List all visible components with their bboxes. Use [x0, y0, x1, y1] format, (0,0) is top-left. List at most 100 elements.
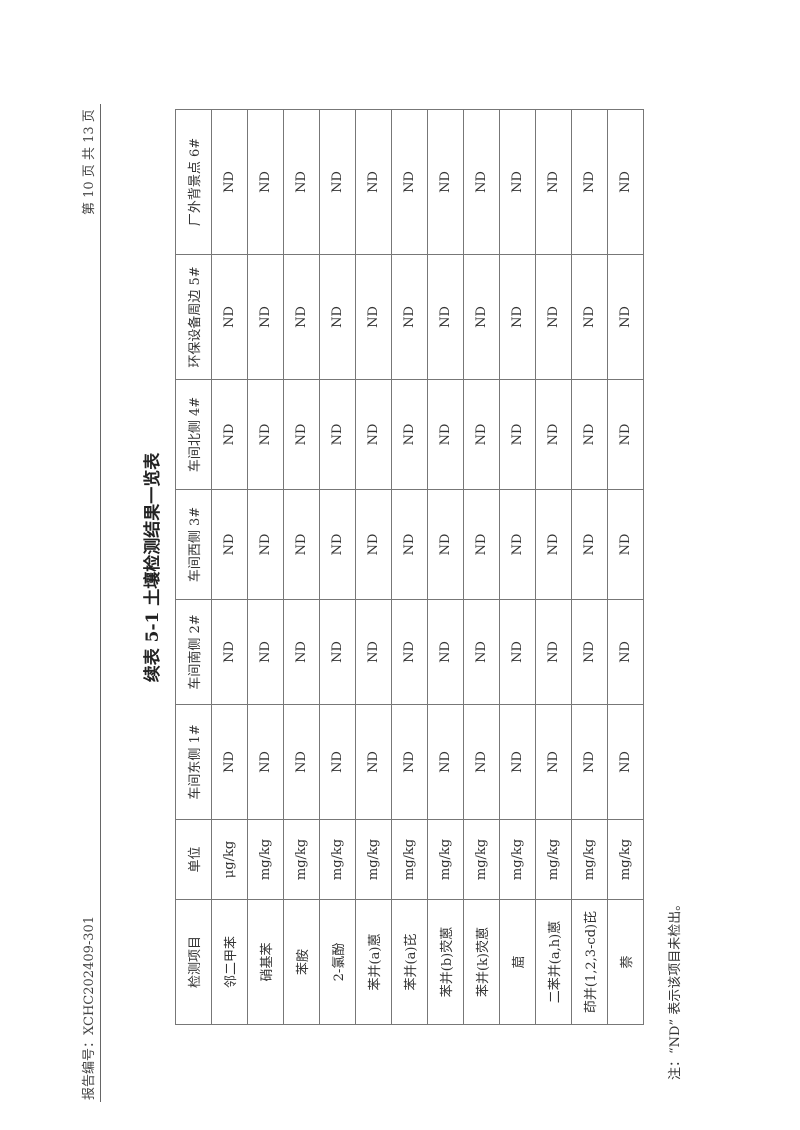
value-cell: ND [607, 109, 644, 255]
value-cell: ND [571, 489, 608, 600]
table-header-row: 检测项目 单位 车间东侧 1# 车间南侧 2# 车间西侧 3# 车间北侧 4# 环保设备周边… [175, 109, 212, 1025]
value-cell: ND [463, 109, 500, 255]
value-cell: ND [283, 599, 320, 705]
value-cell: ND [247, 379, 284, 490]
value-cell: ND [463, 379, 500, 490]
table-row: 䓛 mg/kg ND ND ND ND ND ND [499, 109, 536, 1025]
value-cell: ND [247, 254, 284, 380]
table-row: 苯并(a)蒽 mg/kg ND ND ND ND ND ND [355, 109, 392, 1025]
unit-cell: mg/kg [319, 819, 356, 900]
report-number: 报告编号：XCHC202409-301 [82, 915, 97, 1100]
value-cell: ND [427, 254, 464, 380]
unit-cell: mg/kg [499, 819, 536, 900]
value-cell: ND [391, 254, 428, 380]
unit-cell: mg/kg [571, 819, 608, 900]
value-cell: ND [391, 704, 428, 820]
value-cell: ND [247, 489, 284, 600]
value-cell: ND [427, 109, 464, 255]
value-cell: ND [355, 379, 392, 490]
value-cell: ND [571, 599, 608, 705]
value-cell: ND [247, 704, 284, 820]
unit-cell: μg/kg [211, 819, 248, 900]
value-cell: ND [499, 704, 536, 820]
value-cell: ND [499, 109, 536, 255]
value-cell: ND [211, 599, 248, 705]
value-cell: ND [463, 599, 500, 705]
results-table: 检测项目 单位 车间东侧 1# 车间南侧 2# 车间西侧 3# 车间北侧 4# 环保设备周边… [175, 109, 644, 1025]
column-header: 车间东侧 1# [175, 704, 212, 820]
value-cell: ND [535, 109, 572, 255]
value-cell: ND [391, 109, 428, 255]
value-cell: ND [535, 489, 572, 600]
item-cell: 苯并(a)芘 [391, 899, 428, 1025]
unit-cell: mg/kg [283, 819, 320, 900]
item-cell: 邻二甲苯 [211, 899, 248, 1025]
value-cell: ND [211, 109, 248, 255]
unit-cell: mg/kg [247, 819, 284, 900]
value-cell: ND [571, 704, 608, 820]
unit-cell: mg/kg [607, 819, 644, 900]
value-cell: ND [427, 704, 464, 820]
value-cell: ND [319, 379, 356, 490]
value-cell: ND [571, 379, 608, 490]
table-row: 硝基苯 mg/kg ND ND ND ND ND ND [247, 109, 284, 1025]
value-cell: ND [247, 599, 284, 705]
value-cell: ND [499, 599, 536, 705]
value-cell: ND [391, 379, 428, 490]
table-row: 二苯并(a,h)蒽 mg/kg ND ND ND ND ND ND [535, 109, 572, 1025]
value-cell: ND [319, 489, 356, 600]
value-cell: ND [535, 379, 572, 490]
table-row: 2-氯酚 mg/kg ND ND ND ND ND ND [319, 109, 356, 1025]
value-cell: ND [499, 254, 536, 380]
item-cell: 苯并(k)荧蒽 [463, 899, 500, 1025]
value-cell: ND [427, 489, 464, 600]
value-cell: ND [211, 254, 248, 380]
value-cell: ND [607, 704, 644, 820]
value-cell: ND [391, 489, 428, 600]
column-header: 检测项目 [175, 899, 212, 1025]
value-cell: ND [283, 254, 320, 380]
column-header: 厂外背景点 6# [175, 109, 212, 255]
value-cell: ND [319, 599, 356, 705]
value-cell: ND [535, 599, 572, 705]
value-cell: ND [283, 704, 320, 820]
value-cell: ND [607, 379, 644, 490]
unit-cell: mg/kg [535, 819, 572, 900]
item-cell: 萘 [607, 899, 644, 1025]
value-cell: ND [319, 109, 356, 255]
column-header: 车间南侧 2# [175, 599, 212, 705]
value-cell: ND [463, 489, 500, 600]
value-cell: ND [211, 489, 248, 600]
table-row: 苯并(k)荧蒽 mg/kg ND ND ND ND ND ND [463, 109, 500, 1025]
table-row: 苯并(b)荧蒽 mg/kg ND ND ND ND ND ND [427, 109, 464, 1025]
item-cell: 苯胺 [283, 899, 320, 1025]
value-cell: ND [355, 254, 392, 380]
value-cell: ND [355, 489, 392, 600]
item-cell: 二苯并(a,h)蒽 [535, 899, 572, 1025]
item-cell: 苯并(b)荧蒽 [427, 899, 464, 1025]
value-cell: ND [283, 379, 320, 490]
value-cell: ND [319, 704, 356, 820]
unit-cell: mg/kg [463, 819, 500, 900]
item-cell: 硝基苯 [247, 899, 284, 1025]
value-cell: ND [211, 379, 248, 490]
value-cell: ND [355, 599, 392, 705]
value-cell: ND [319, 254, 356, 380]
table-row: 邻二甲苯 μg/kg ND ND ND ND ND ND [211, 109, 248, 1025]
value-cell: ND [355, 704, 392, 820]
column-header: 车间西侧 3# [175, 489, 212, 600]
value-cell: ND [499, 379, 536, 490]
value-cell: ND [571, 254, 608, 380]
unit-cell: mg/kg [355, 819, 392, 900]
value-cell: ND [427, 599, 464, 705]
table-row: 苯并(a)芘 mg/kg ND ND ND ND ND ND [391, 109, 428, 1025]
value-cell: ND [499, 489, 536, 600]
value-cell: ND [283, 489, 320, 600]
page-number: 第 10 页 共 13 页 [82, 109, 97, 215]
column-header: 车间北侧 4# [175, 379, 212, 490]
column-header: 单位 [175, 819, 212, 900]
value-cell: ND [607, 599, 644, 705]
value-cell: ND [607, 489, 644, 600]
table-row: 萘 mg/kg ND ND ND ND ND ND [607, 109, 644, 1025]
